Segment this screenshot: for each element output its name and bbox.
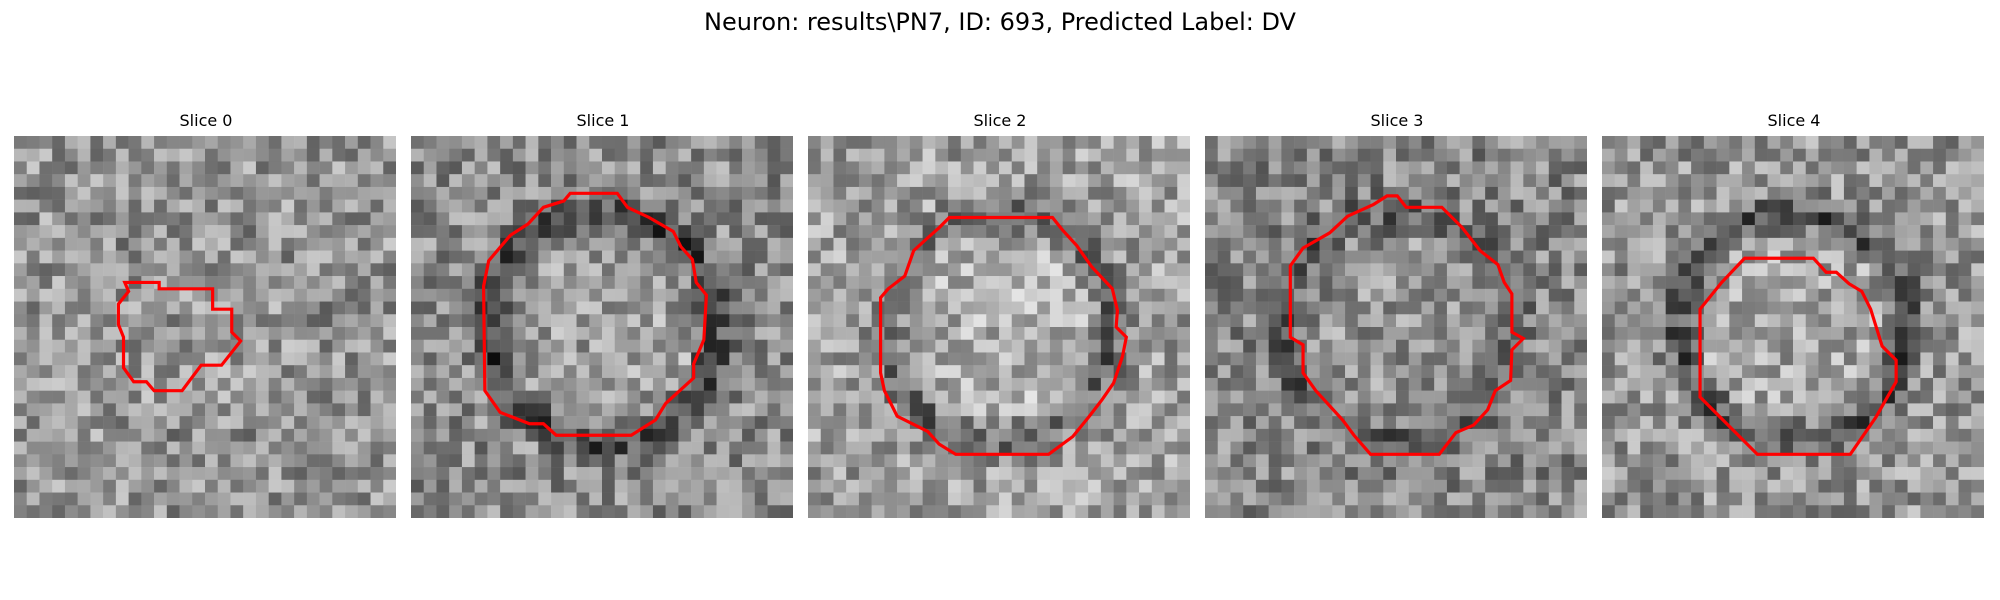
slice-heatmap-2: [808, 136, 1190, 518]
slice-contour-1: [481, 191, 709, 437]
figure-title: Neuron: results\PN7, ID: 693, Predicted …: [704, 8, 1296, 36]
slice-title-1: Slice 1: [576, 111, 630, 130]
slice-heatmap-1: [411, 136, 793, 518]
slice-image-3: [1205, 136, 1587, 518]
slice-panel-0: Slice 0: [14, 110, 398, 518]
slice-image-1: [411, 136, 793, 518]
slice-heatmap-4: [1602, 136, 1984, 518]
slice-image-0: [14, 136, 396, 518]
slice-panel-2: Slice 2: [808, 110, 1192, 518]
slice-contour-2: [878, 215, 1129, 456]
slice-image-2: [808, 136, 1190, 518]
slice-panel-3: Slice 3: [1205, 110, 1589, 518]
slice-contour-3: [1288, 194, 1526, 456]
slice-panel-4: Slice 4: [1602, 110, 1986, 518]
slice-image-4: [1602, 136, 1984, 518]
slice-title-2: Slice 2: [973, 111, 1027, 130]
slice-contour-4: [1698, 256, 1898, 456]
slice-title-0: Slice 0: [179, 111, 233, 130]
slice-heatmap-3: [1205, 136, 1587, 518]
slice-heatmap-0: [14, 136, 396, 518]
slice-title-3: Slice 3: [1370, 111, 1424, 130]
slice-contour-0: [116, 280, 243, 393]
slice-panel-1: Slice 1: [411, 110, 795, 518]
slice-title-4: Slice 4: [1767, 111, 1821, 130]
